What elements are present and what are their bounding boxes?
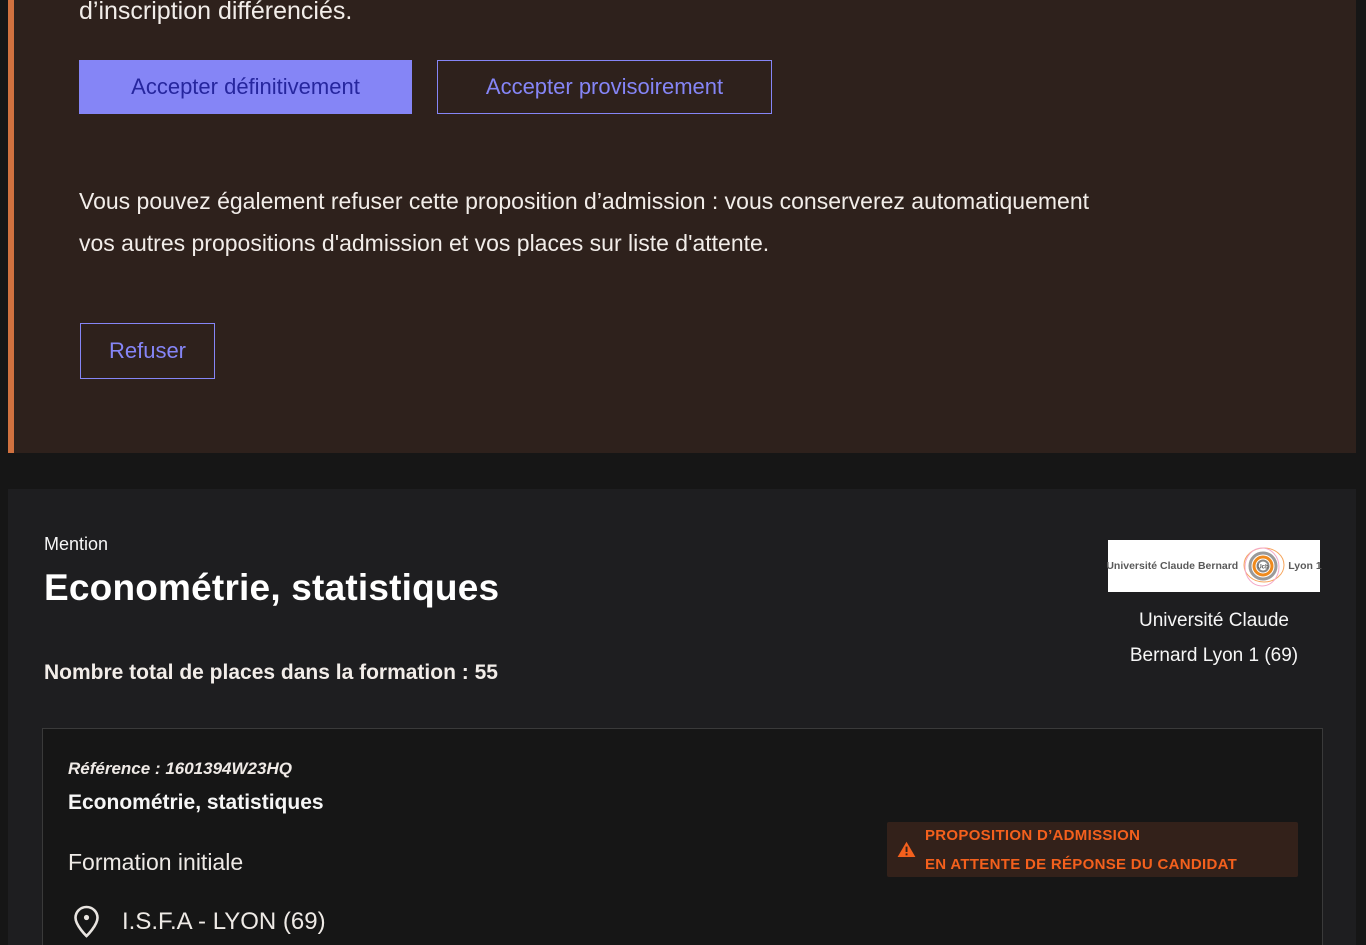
formation-section: Mention Econométrie, statistiques Univer… bbox=[8, 489, 1356, 945]
callout-intro-text: d’inscription différenciés. bbox=[79, 0, 353, 25]
admission-status-badge: PROPOSITION D’ADMISSION EN ATTENTE DE RÉ… bbox=[887, 822, 1298, 877]
university-logo-rings-icon: Ucb bbox=[1241, 544, 1285, 588]
university-block: Université Claude Bernard Ucb Lyon 1 Uni… bbox=[1106, 540, 1322, 673]
offer-title: Econométrie, statistiques bbox=[68, 791, 324, 814]
refuse-button[interactable]: Refuser bbox=[80, 323, 215, 379]
admission-status-line2: EN ATTENTE DE RÉPONSE DU CANDIDAT bbox=[925, 855, 1238, 873]
map-pin-icon bbox=[73, 905, 100, 938]
accept-provisional-button[interactable]: Accepter provisoirement bbox=[437, 60, 772, 114]
formation-title: Econométrie, statistiques bbox=[44, 567, 500, 608]
admission-callout: d’inscription différenciés. Accepter déf… bbox=[8, 0, 1356, 453]
university-logo-text-right: Lyon 1 bbox=[1288, 560, 1322, 572]
offer-location-row: I.S.F.A - LYON (69) bbox=[73, 905, 326, 938]
offer-formation-type: Formation initiale bbox=[68, 849, 244, 875]
university-caption-line1: Université Claude bbox=[1139, 610, 1289, 631]
university-logo-text-left: Université Claude Bernard bbox=[1106, 560, 1239, 572]
svg-text:Ucb: Ucb bbox=[1258, 565, 1270, 571]
offer-location-text: I.S.F.A - LYON (69) bbox=[122, 907, 326, 935]
admission-status-text: PROPOSITION D’ADMISSION EN ATTENTE DE RÉ… bbox=[925, 821, 1237, 879]
refuse-explanation-text: Vous pouvez également refuser cette prop… bbox=[79, 188, 1090, 256]
warning-triangle-icon bbox=[897, 841, 916, 858]
university-logo: Université Claude Bernard Ucb Lyon 1 bbox=[1106, 540, 1322, 592]
accept-definitive-button[interactable]: Accepter définitivement bbox=[79, 60, 412, 114]
university-caption-line2: Bernard Lyon 1 (69) bbox=[1129, 645, 1299, 666]
offer-card: Référence : 1601394W23HQ Econométrie, st… bbox=[42, 728, 1323, 945]
total-places-line: Nombre total de places dans la formation… bbox=[44, 661, 498, 684]
offer-reference: Référence : 1601394W23HQ bbox=[68, 759, 292, 778]
university-caption: Université Claude Bernard Lyon 1 (69) bbox=[1108, 603, 1320, 673]
mention-label: Mention bbox=[44, 534, 109, 554]
admission-status-line1: PROPOSITION D’ADMISSION bbox=[925, 826, 1141, 844]
